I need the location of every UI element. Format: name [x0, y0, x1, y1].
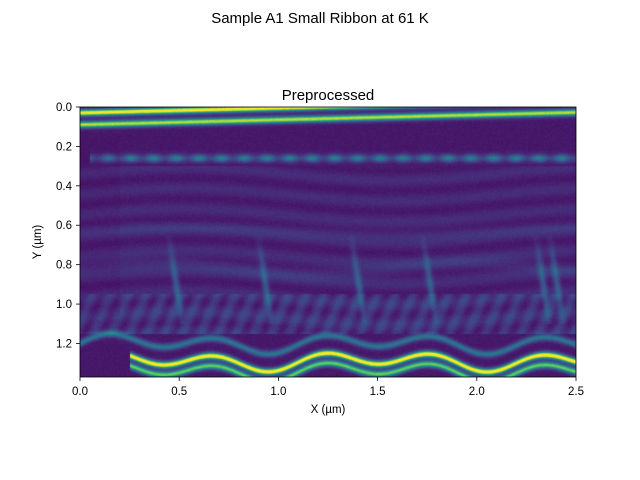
- x-tick-label: 1.5: [370, 386, 386, 398]
- y-tick-label: 0.4: [56, 181, 73, 193]
- x-tick-label: 1.0: [270, 386, 286, 398]
- x-tick-label: 0.0: [72, 386, 88, 398]
- x-tick-label: 0.5: [171, 386, 187, 398]
- y-axis: 0.0 0.2 0.4 0.6 0.8 1.0 1.2: [56, 102, 80, 350]
- x-axis-label: X (µm): [311, 404, 346, 416]
- x-axis: 0.0 0.5 1.0 1.5 2.0 2.5: [72, 377, 584, 398]
- y-tick-label: 1.0: [56, 299, 72, 311]
- x-tick-label: 2.5: [568, 386, 584, 398]
- axes-title: Preprocessed: [282, 87, 375, 104]
- y-tick-label: 0.6: [56, 220, 72, 232]
- plot-frame: [79, 106, 577, 378]
- y-tick-label: 1.2: [56, 338, 72, 350]
- y-tick-label: 0.8: [56, 260, 72, 272]
- figure-suptitle: Sample A1 Small Ribbon at 61 K: [211, 10, 429, 27]
- x-tick-label: 2.0: [469, 386, 485, 398]
- y-tick-label: 0.0: [56, 102, 72, 114]
- y-tick-label: 0.2: [56, 141, 72, 153]
- heatmap-image: [80, 107, 576, 377]
- y-axis-label: Y (µm): [32, 225, 44, 260]
